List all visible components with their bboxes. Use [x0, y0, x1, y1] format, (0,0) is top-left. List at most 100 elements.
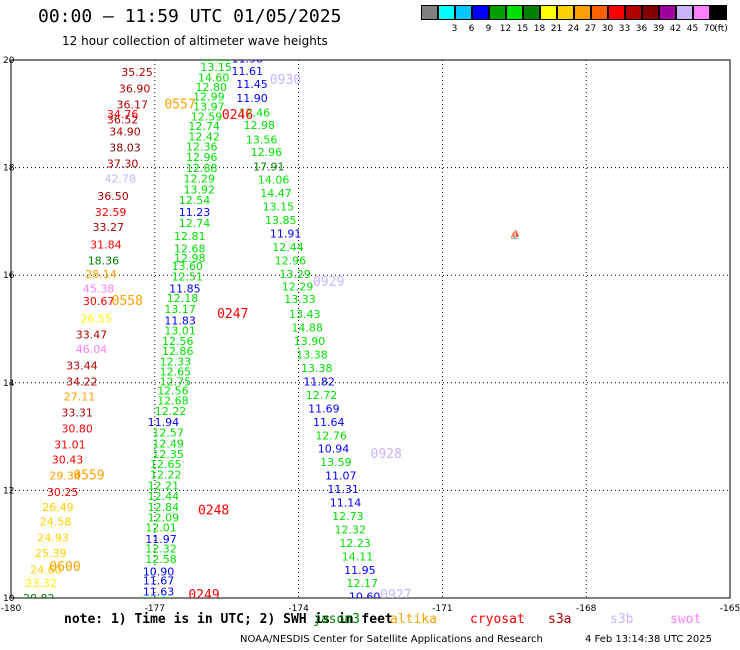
wave-height-value: 34.22	[66, 375, 98, 388]
credit-text: NOAA/NESDIS Center for Satellite Applica…	[240, 634, 543, 645]
wave-height-value: 11.45	[236, 78, 268, 91]
wave-height-value: 12.01	[145, 521, 177, 534]
wave-height-value: 12.23	[339, 537, 371, 550]
wave-height-value: 12.51	[172, 271, 204, 284]
wave-height-value: 11.97	[145, 533, 177, 546]
wave-height-value: 12.54	[179, 194, 211, 207]
y-tick-label: 14	[3, 379, 15, 389]
colorbar-swatch	[625, 5, 642, 20]
wave-height-value: 13.97	[193, 101, 225, 114]
colorbar-swatch	[506, 5, 523, 20]
pass-time-label: 0246	[222, 108, 253, 123]
satellite-legend-item: cryosat	[470, 612, 525, 627]
wave-height-value: 13.15	[200, 61, 232, 74]
wave-height-value: 23.32	[25, 577, 56, 590]
colorbar-label: 15	[516, 24, 529, 34]
wave-height-value: 11.46	[138, 644, 170, 650]
pass-time-label: 0558	[112, 294, 143, 309]
colorbar-label: 12	[499, 24, 512, 34]
colorbar-swatch	[489, 5, 506, 20]
wave-height-value: 11.31	[327, 483, 359, 496]
wave-height-value: 12.09	[148, 512, 180, 525]
wave-height-value: 36.90	[119, 82, 151, 95]
wave-height-value: 13.59	[320, 456, 352, 469]
wave-height-value: 14.47	[260, 187, 292, 200]
wave-height-value: 13.38	[301, 362, 333, 375]
wave-height-value: 12.96	[275, 254, 307, 267]
wave-height-value: 11.85	[169, 282, 201, 295]
colorbar-label: 24	[567, 24, 580, 34]
colorbar-swatch	[438, 5, 455, 20]
wave-height-value: 17.91	[253, 160, 285, 173]
wave-height-value: 10.60	[349, 591, 381, 604]
wave-height-value: 12.86	[162, 345, 194, 358]
wave-height-value: 12.68	[157, 394, 189, 407]
wave-height-value: 12.81	[174, 230, 206, 243]
colorbar-swatch	[608, 5, 625, 20]
wave-height-value: 12.21	[148, 479, 180, 492]
wave-height-value: 13.17	[164, 303, 196, 316]
wave-height-value: 12.74	[188, 120, 220, 133]
colorbar-label: 21	[550, 24, 563, 34]
wave-height-value: 32.59	[95, 206, 127, 219]
wave-height-value: 12.57	[152, 427, 184, 440]
x-tick-label: -180	[1, 604, 22, 614]
colorbar-label: 6	[468, 24, 475, 34]
wave-height-value: 33.27	[92, 221, 124, 234]
wave-height-value: 20.82	[23, 592, 55, 605]
wave-height-value: 13.29	[279, 268, 311, 281]
pass-time-label: 0930	[270, 73, 301, 88]
colorbar-swatch	[455, 5, 472, 20]
wave-height-value: 12.72	[306, 389, 338, 402]
pass-time-label: 0928	[371, 447, 402, 462]
colorbar-swatch	[693, 5, 710, 20]
wave-height-value: 31.84	[90, 238, 122, 251]
colorbar-unit: (ft)	[714, 24, 728, 34]
wave-height-value: 35.25	[121, 66, 153, 79]
wave-height-value: 13.85	[265, 214, 297, 227]
wave-height-value: 13.92	[184, 183, 216, 196]
wave-height-value: 10.90	[143, 565, 175, 578]
y-tick-label: 10	[3, 594, 15, 604]
wave-height-value: 12.44	[148, 490, 180, 503]
wave-height-value: 12.98	[174, 252, 206, 265]
colorbar-swatch	[659, 5, 676, 20]
wave-height-value: 12.76	[315, 429, 347, 442]
pass-time-label: 0929	[313, 275, 344, 290]
wave-height-value: 12.56	[162, 335, 194, 348]
colorbar-label: 70	[703, 24, 716, 34]
wave-height-value: 26.49	[42, 501, 73, 514]
pass-time-label: 0249	[188, 588, 219, 603]
wave-height-value: 29.34	[49, 470, 80, 483]
wave-height-value: 12.99	[193, 90, 225, 103]
wave-height-value: 12.49	[152, 437, 184, 450]
wave-height-value: 14.06	[258, 174, 290, 187]
x-tick-label: -171	[432, 604, 452, 614]
wave-height-value: 13.43	[289, 308, 321, 321]
pass-time-label: 0248	[198, 504, 229, 519]
y-tick-label: 16	[3, 271, 15, 281]
wave-height-value: 12.68	[174, 243, 206, 256]
wave-height-value: 13.33	[284, 293, 316, 306]
wave-height-value: 12.42	[188, 131, 220, 144]
wave-height-value: 12.65	[150, 458, 182, 471]
chart-title: 00:00 – 11:59 UTC 01/05/2025	[38, 6, 342, 27]
pass-time-label: 0557	[164, 97, 195, 112]
chart-subtitle: 12 hour collection of altimeter wave hei…	[62, 34, 328, 48]
colorbar-swatch	[591, 5, 608, 20]
satellite-legend-item: swot	[670, 612, 702, 627]
satellite-legend-item: s3a	[548, 612, 572, 627]
wave-height-value: 24.60	[30, 563, 61, 576]
wave-height-value: 11.61	[231, 65, 263, 78]
wave-height-value: 36.50	[97, 190, 129, 203]
colorbar-label: 36	[635, 24, 648, 34]
y-tick-label: 18	[3, 164, 15, 174]
wave-height-value: 12.22	[140, 595, 172, 608]
wave-height-value: 24.58	[40, 515, 71, 528]
colorbar-label: 27	[584, 24, 597, 34]
wave-height-value: 12.32	[145, 542, 177, 555]
wave-height-value: 30.67	[83, 295, 115, 308]
wave-height-value: 14.88	[291, 322, 323, 335]
y-tick-label: 12	[3, 486, 14, 496]
